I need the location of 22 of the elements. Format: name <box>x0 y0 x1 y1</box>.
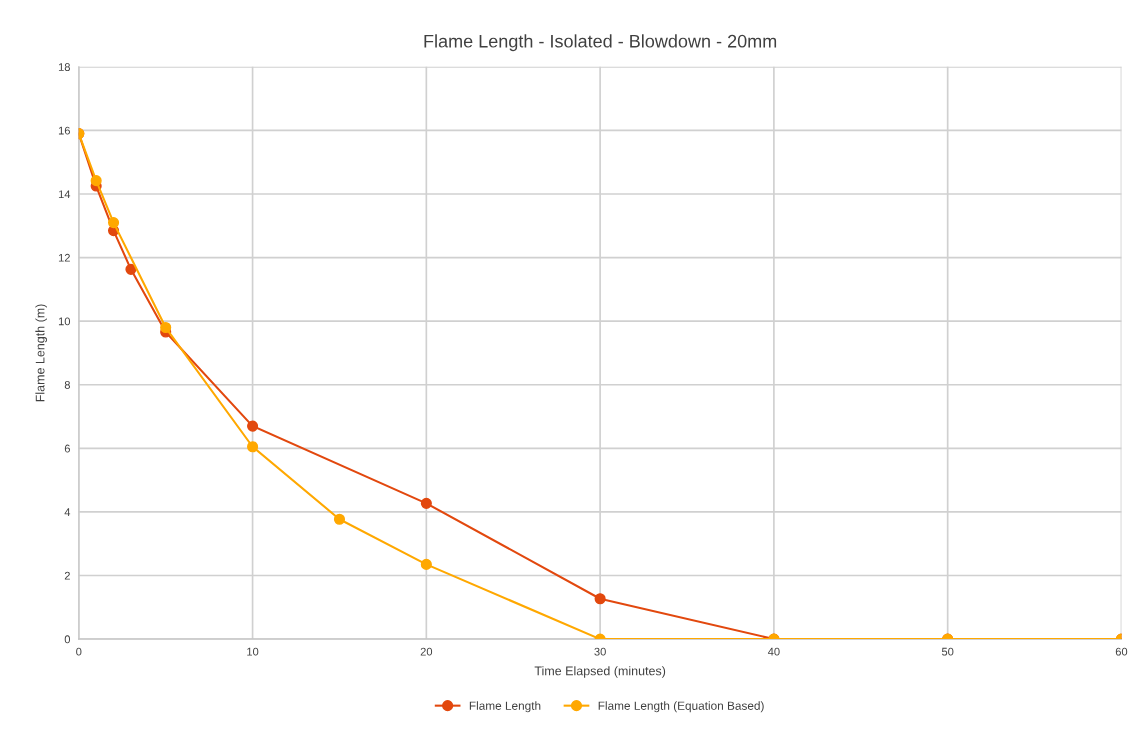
y-tick-label: 8 <box>64 381 70 389</box>
y-tick-label: 4 <box>64 508 71 516</box>
legend-label: Flame Length (Equation Based) <box>598 701 764 713</box>
y-tick-label: 0 <box>64 635 71 644</box>
y-tick-label: 14 <box>58 190 71 199</box>
y-tick-label: 18 <box>58 63 70 71</box>
legend-label: Flame Length <box>469 701 541 713</box>
x-tick-label: 40 <box>767 647 780 656</box>
y-tick-label: 6 <box>64 444 70 453</box>
x-tick-label: 30 <box>594 647 606 656</box>
y-tick-label: 12 <box>58 253 70 262</box>
x-tick-label: 60 <box>1115 647 1128 656</box>
x-axis-title: Time Elapsed (minutes) <box>534 666 666 678</box>
x-tick-label: 50 <box>941 647 954 656</box>
y-axis-title: Flame Length (m) <box>35 304 47 402</box>
x-tick-label: 10 <box>247 647 259 656</box>
y-tick-label: 16 <box>58 126 70 135</box>
y-tick-label: 2 <box>64 571 70 580</box>
x-tick-label: 20 <box>420 647 433 656</box>
x-tick-label: 0 <box>76 647 82 656</box>
chart-title: Flame Length - Isolated - Blowdown - 20mm <box>424 34 777 52</box>
y-tick-label: 10 <box>58 317 71 326</box>
